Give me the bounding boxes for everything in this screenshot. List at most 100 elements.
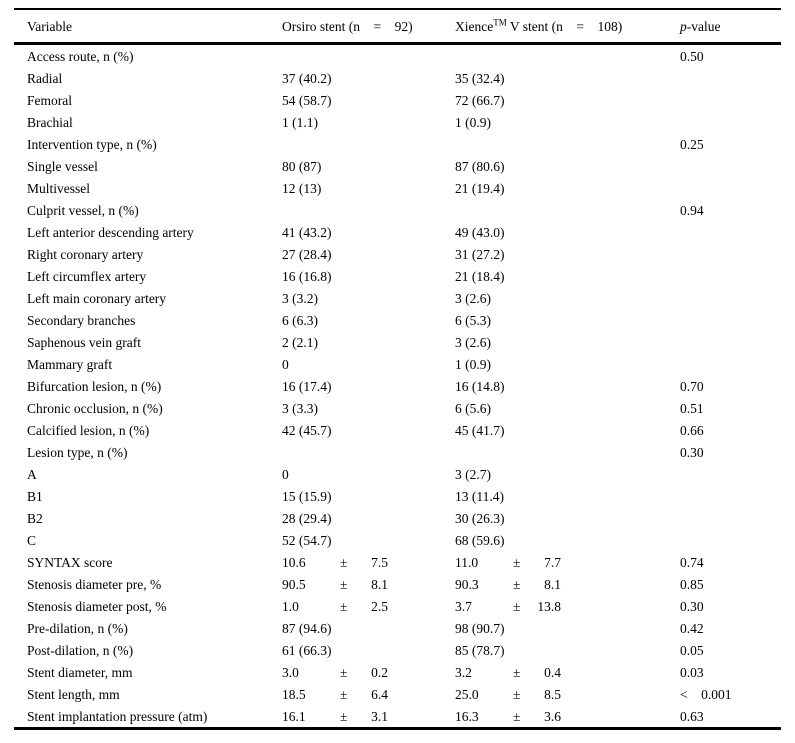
variable-cell: Lesion type, n (%) xyxy=(27,444,128,460)
pvalue-cell: 0.51 xyxy=(680,400,704,416)
variable-cell: Left circumflex artery xyxy=(27,268,147,284)
sd-value: 8.1 xyxy=(544,576,561,592)
mean-value: 25.0 xyxy=(455,686,479,702)
col-header-orsiro: Orsiro stent (n = 92) xyxy=(282,19,413,34)
stent-comparison-table: Variable Orsiro stent (n = 92) XienceTM … xyxy=(14,8,781,730)
pvalue-cell: 0.30 xyxy=(680,444,704,460)
xience-cell: 31 (27.2) xyxy=(455,246,505,262)
xience-cell: 90.3 ±8.1 xyxy=(442,573,667,595)
trademark-superscript: TM xyxy=(493,17,507,28)
orsiro-cell: 37 (40.2) xyxy=(282,70,332,86)
xience-cell xyxy=(442,133,667,155)
table-row: Multivessel 12 (13) 21 (19.4) xyxy=(14,177,781,199)
mean-value: 10.6 xyxy=(282,554,306,570)
sd-value: 0.2 xyxy=(371,664,388,680)
xience-cell: 3.7 ±13.8 xyxy=(442,595,667,617)
orsiro-cell: 2 (2.1) xyxy=(282,334,318,350)
xience-cell: 49 (43.0) xyxy=(455,224,505,240)
table-row: Left anterior descending artery 41 (43.2)… xyxy=(14,221,781,243)
table-row: Femoral 54 (58.7) 72 (66.7) xyxy=(14,89,781,111)
table-row: Stenosis diameter pre, % 90.5 ±8.1 90.3 ±8.1… xyxy=(14,573,781,595)
sd-value: 3.1 xyxy=(371,708,388,724)
table-row: Access route, n (%) 0.50 xyxy=(14,44,781,68)
xience-cell: 68 (59.6) xyxy=(455,532,505,548)
pvalue-italic-p: p xyxy=(680,19,687,34)
table-row: Mammary graft 0 1 (0.9) xyxy=(14,353,781,375)
table-row: SYNTAX score 10.6 ±7.5 11.0 ±7.7 0.74 xyxy=(14,551,781,573)
xience-cell: 87 (80.6) xyxy=(455,158,505,174)
sd-value: 3.6 xyxy=(544,708,561,724)
orsiro-cell: 16 (17.4) xyxy=(282,378,332,394)
xience-cell: 30 (26.3) xyxy=(455,510,505,526)
xience-rest: V stent (n = 108) xyxy=(506,19,623,34)
sd-value: 8.5 xyxy=(544,686,561,702)
pvalue-cell xyxy=(667,243,781,265)
variable-cell: Post-dilation, n (%) xyxy=(27,642,134,658)
orsiro-cell: 0 xyxy=(282,356,289,372)
plus-minus-sign: ± xyxy=(513,554,521,570)
col-header-variable: Variable xyxy=(27,19,72,34)
table-row: C 52 (54.7) 68 (59.6) xyxy=(14,529,781,551)
xience-cell: 25.0 ±8.5 xyxy=(442,683,667,705)
table-row: Chronic occlusion, n (%) 3 (3.3) 6 (5.6) 0.… xyxy=(14,397,781,419)
orsiro-cell: 18.5 ±6.4 xyxy=(269,683,442,705)
pvalue-cell xyxy=(667,265,781,287)
variable-cell: Access route, n (%) xyxy=(27,48,134,64)
pvalue-cell xyxy=(667,89,781,111)
table-row: Right coronary artery 27 (28.4) 31 (27.2) xyxy=(14,243,781,265)
pvalue-cell xyxy=(667,331,781,353)
xience-cell: 16 (14.8) xyxy=(455,378,505,394)
orsiro-cell: 16.1 ±3.1 xyxy=(269,705,442,729)
xience-cell: 16.3 ±3.6 xyxy=(442,705,667,729)
mean-value: 3.7 xyxy=(455,598,472,614)
plus-minus-sign: ± xyxy=(513,576,521,592)
variable-cell: Mammary graft xyxy=(27,356,113,372)
table-row: Intervention type, n (%) 0.25 xyxy=(14,133,781,155)
xience-cell: 6 (5.3) xyxy=(455,312,491,328)
orsiro-cell: 3 (3.3) xyxy=(282,400,318,416)
variable-cell: Chronic occlusion, n (%) xyxy=(27,400,163,416)
mean-value: 16.3 xyxy=(455,708,479,724)
xience-cell: 13 (11.4) xyxy=(455,488,504,504)
variable-cell: Left anterior descending artery xyxy=(27,224,194,240)
xience-cell xyxy=(442,199,667,221)
table-row: Secondary branches 6 (6.3) 6 (5.3) xyxy=(14,309,781,331)
variable-cell: C xyxy=(27,532,37,548)
pvalue-cell xyxy=(667,485,781,507)
pvalue-rest: -value xyxy=(686,19,721,34)
table-row: B2 28 (29.4) 30 (26.3) xyxy=(14,507,781,529)
mean-value: 90.5 xyxy=(282,576,306,592)
pvalue-cell xyxy=(667,353,781,375)
pvalue-cell xyxy=(667,177,781,199)
orsiro-cell: 1 (1.1) xyxy=(282,114,318,130)
orsiro-cell: 16 (16.8) xyxy=(282,268,332,284)
sd-value: 7.5 xyxy=(371,554,388,570)
header-row: Variable Orsiro stent (n = 92) XienceTM … xyxy=(14,9,781,44)
variable-cell: Brachial xyxy=(27,114,73,130)
variable-cell: Right coronary artery xyxy=(27,246,144,262)
table-row: Pre-dilation, n (%) 87 (94.6) 98 (90.7) 0.4… xyxy=(14,617,781,639)
xience-cell: 21 (18.4) xyxy=(455,268,505,284)
pvalue-cell: 0.70 xyxy=(680,378,704,394)
variable-cell: Left main coronary artery xyxy=(27,290,167,306)
orsiro-cell: 6 (6.3) xyxy=(282,312,318,328)
variable-cell: Stenosis diameter post, % xyxy=(27,598,167,614)
pvalue-cell xyxy=(667,507,781,529)
plus-minus-sign: ± xyxy=(340,686,348,702)
xience-cell: 85 (78.7) xyxy=(455,642,505,658)
table-row: Calcified lesion, n (%) 42 (45.7) 45 (41.7… xyxy=(14,419,781,441)
table-row: Stent implantation pressure (atm) 16.1 ±3.… xyxy=(14,705,781,729)
table-row: Bifurcation lesion, n (%) 16 (17.4) 16 (14… xyxy=(14,375,781,397)
variable-cell: Femoral xyxy=(27,92,72,108)
orsiro-cell: 3.0 ±0.2 xyxy=(269,661,442,683)
pvalue-cell: 0.30 xyxy=(680,598,704,614)
orsiro-cell: 1.0 ±2.5 xyxy=(269,595,442,617)
variable-cell: Multivessel xyxy=(27,180,90,196)
table-row: Brachial 1 (1.1) 1 (0.9) xyxy=(14,111,781,133)
xience-cell: 3 (2.6) xyxy=(455,290,491,306)
xience-cell xyxy=(442,441,667,463)
table-row: Lesion type, n (%) 0.30 xyxy=(14,441,781,463)
sd-value: 7.7 xyxy=(544,554,561,570)
xience-cell: 3 (2.7) xyxy=(455,466,491,482)
orsiro-cell: 61 (66.3) xyxy=(282,642,332,658)
